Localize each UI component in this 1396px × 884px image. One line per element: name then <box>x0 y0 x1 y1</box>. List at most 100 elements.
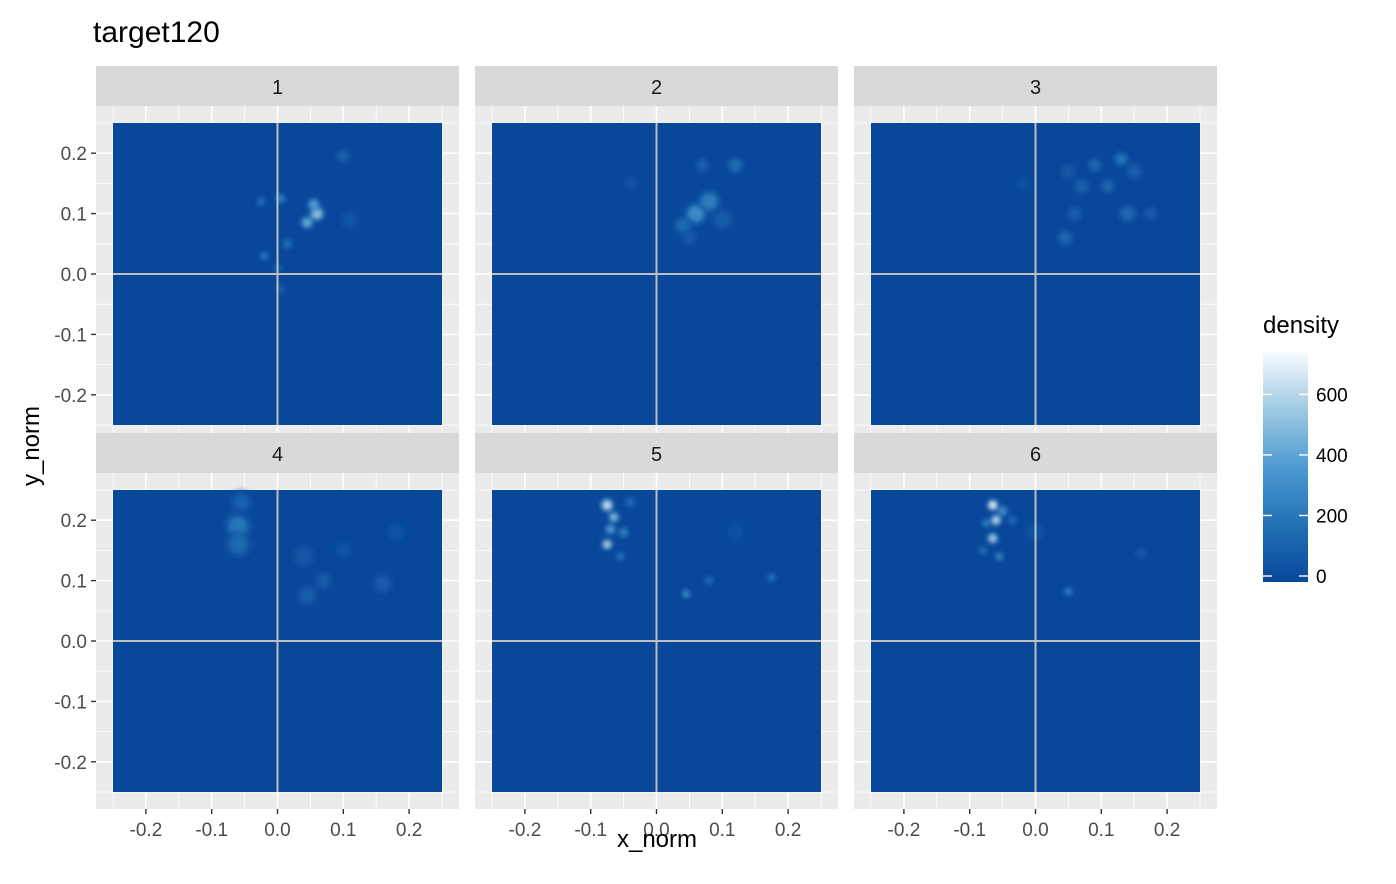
legend-tick-label: 0 <box>1316 567 1327 588</box>
density-hotspot <box>261 252 268 260</box>
density-hotspot <box>276 194 285 203</box>
density-hotspots <box>255 147 361 295</box>
density-hotspot <box>1015 176 1029 190</box>
density-hotspot <box>1128 165 1141 178</box>
density-hotspot <box>1102 181 1114 192</box>
density-hotspot <box>283 239 292 248</box>
facet-strip <box>475 66 838 106</box>
density-hotspot <box>624 178 636 189</box>
density-hotspot <box>768 574 775 581</box>
density-hotspot <box>335 542 352 559</box>
facet-5: 5 <box>475 433 838 809</box>
x-tick-label: 0.1 <box>1088 820 1114 841</box>
x-axis-title: x_norm <box>617 826 697 853</box>
y-tick-label: -0.2 <box>54 386 87 407</box>
x-tick-label: 0.0 <box>643 820 669 841</box>
y-tick-label: 0.2 <box>61 511 87 532</box>
facet-strip <box>854 66 1217 106</box>
facet-4: 4 <box>96 433 459 809</box>
y-axis-title: y_norm <box>18 406 45 486</box>
density-hotspot <box>1065 588 1072 595</box>
density-hotspot <box>617 553 624 560</box>
x-tick-label: -0.1 <box>195 820 228 841</box>
chart-title: target120 <box>93 16 220 49</box>
density-hotspot <box>697 160 708 171</box>
density-hotspot <box>1121 207 1135 221</box>
y-tick-label: -0.2 <box>54 753 87 774</box>
density-hotspot <box>388 524 404 541</box>
density-hotspots <box>223 489 409 608</box>
density-hotspot <box>1145 208 1156 219</box>
facet-strip-label: 6 <box>1030 444 1041 466</box>
axes: 0.2 0.1 0.0 -0.1 -0.2 0.2 0.1 0.0 -0.1 -0.2 -0.2 -0… <box>54 144 1180 841</box>
density-hotspot <box>1009 516 1016 524</box>
facet-panels: 1 2 3 4 5 6 <box>96 66 1217 809</box>
density-hotspot <box>1075 180 1088 193</box>
density-hotspot <box>998 507 1007 516</box>
density-hotspot <box>375 576 391 591</box>
density-hotspot <box>727 524 744 541</box>
density-hotspot <box>233 494 250 510</box>
density-hotspot <box>701 193 718 210</box>
density-hotspot <box>988 534 997 543</box>
legend-tick-label: 400 <box>1316 446 1348 467</box>
density-hotspot <box>1089 160 1100 171</box>
facet-1: 1 <box>96 66 459 442</box>
density-hotspot <box>979 547 987 554</box>
density-hotspot <box>316 574 331 588</box>
y-tick-label: 0.2 <box>61 144 87 165</box>
legend: density 0 200 400 600 <box>1263 312 1348 588</box>
density-hotspot <box>729 159 742 172</box>
facet-strip-label: 2 <box>651 77 662 99</box>
facet-strip <box>96 66 459 106</box>
density-hotspot <box>603 540 612 549</box>
facet-6: 6 <box>854 433 1217 809</box>
x-tick-label: 0.0 <box>1022 820 1048 841</box>
density-hotspot <box>996 553 1003 560</box>
x-tick-label: -0.2 <box>509 820 542 841</box>
facet-strip-label: 1 <box>272 77 283 99</box>
y-tick-label: 0.0 <box>61 632 87 653</box>
y-tick-label: 0.1 <box>61 205 87 226</box>
facet-3: 3 <box>854 66 1217 442</box>
density-hotspot <box>1059 231 1072 244</box>
density-hotspot <box>1062 165 1075 178</box>
density-hotspot <box>602 500 612 510</box>
x-tick-label: 0.2 <box>775 820 801 841</box>
density-hotspot <box>299 588 315 603</box>
y-tick-label: -0.1 <box>54 692 87 713</box>
density-hotspot <box>338 150 349 162</box>
legend-ticks: 0 200 400 600 <box>1263 385 1348 588</box>
density-hotspot <box>705 577 713 584</box>
x-tick-label: 0.2 <box>396 820 422 841</box>
legend-colorbar <box>1263 352 1308 582</box>
density-hotspot <box>295 548 312 565</box>
density-hotspot <box>609 513 618 522</box>
x-tick-label: 0.2 <box>1154 820 1180 841</box>
facet-2: 2 <box>475 66 838 442</box>
facet-strip <box>854 433 1217 473</box>
facet-strip-label: 5 <box>651 444 662 466</box>
density-hotspot <box>992 516 1000 525</box>
x-tick-label: -0.2 <box>888 820 921 841</box>
x-tick-label: -0.1 <box>953 820 986 841</box>
density-hotspot <box>277 285 285 293</box>
x-tick-label: 0.1 <box>709 820 735 841</box>
density-hotspot <box>1136 548 1146 559</box>
density-hotspot <box>1069 207 1081 220</box>
density-hotspot <box>683 231 696 244</box>
density-hotspot <box>1115 153 1127 165</box>
density-hotspot <box>626 498 635 507</box>
x-tick-label: 0.0 <box>264 820 290 841</box>
density-hotspot <box>228 535 248 554</box>
density-hotspot <box>619 528 628 537</box>
density-hotspot <box>682 590 690 598</box>
density-hotspots <box>599 495 777 600</box>
density-hotspot <box>982 519 990 527</box>
density-hotspot <box>988 501 997 510</box>
density-hotspot <box>714 211 731 228</box>
facet-strip-label: 4 <box>272 444 283 466</box>
x-tick-label: 0.1 <box>330 820 356 841</box>
density-hotspot <box>343 213 357 227</box>
density-hotspots <box>1011 150 1160 248</box>
